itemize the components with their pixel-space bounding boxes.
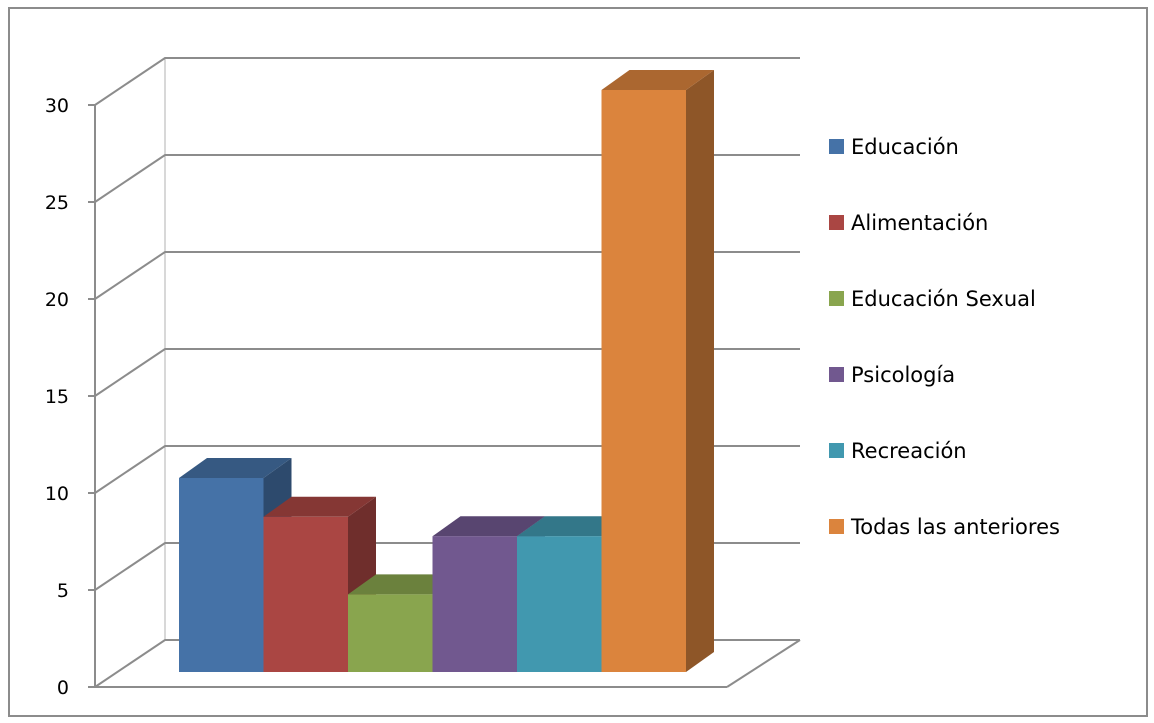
bar-top bbox=[179, 458, 292, 478]
gridline bbox=[94, 57, 800, 106]
y-tick-label: 5 bbox=[57, 580, 69, 602]
legend-label: Psicología bbox=[851, 363, 955, 387]
y-axis-ticks: 0 5 10 15 20 25 30 bbox=[45, 95, 95, 699]
floor-right-edge bbox=[726, 639, 801, 688]
y-tick-label: 15 bbox=[45, 386, 69, 408]
legend-item: Recreación bbox=[829, 439, 967, 463]
legend-label: Todas las anteriores bbox=[850, 515, 1060, 539]
legend-swatch bbox=[829, 215, 844, 230]
legend-label: Alimentación bbox=[851, 211, 988, 235]
legend-label: Educación Sexual bbox=[851, 287, 1036, 311]
bar-front bbox=[348, 594, 433, 672]
legend-item: Alimentación bbox=[829, 211, 988, 235]
y-tick-label: 30 bbox=[45, 95, 69, 117]
y-tick-label: 10 bbox=[45, 483, 69, 505]
y-tick-label: 0 bbox=[57, 677, 69, 699]
bar-top bbox=[601, 70, 714, 90]
bar-front bbox=[432, 536, 517, 672]
gridline bbox=[94, 154, 800, 203]
bar-top bbox=[432, 516, 545, 537]
legend-swatch bbox=[829, 443, 844, 458]
y-tick-label: 20 bbox=[45, 289, 69, 311]
legend-item: Psicología bbox=[829, 363, 955, 387]
legend-swatch bbox=[829, 519, 844, 534]
bars bbox=[179, 70, 714, 672]
legend-swatch bbox=[829, 291, 844, 306]
gridline bbox=[94, 348, 800, 397]
bar-front bbox=[179, 478, 264, 672]
bar-front bbox=[601, 90, 686, 672]
bar-front bbox=[263, 516, 348, 672]
bar-side bbox=[686, 70, 714, 672]
legend-label: Recreación bbox=[851, 439, 967, 463]
bar-top bbox=[348, 574, 461, 595]
legend-swatch bbox=[829, 139, 844, 154]
legend-label: Educación bbox=[851, 135, 959, 159]
bar-top bbox=[263, 496, 376, 517]
legend: Educación Alimentación Educación Sexual Psi… bbox=[829, 135, 1060, 539]
legend-item: Todas las anteriores bbox=[829, 515, 1060, 539]
legend-swatch bbox=[829, 367, 844, 382]
legend-item: Educación Sexual bbox=[829, 287, 1036, 311]
bar bbox=[601, 70, 714, 672]
legend-item: Educación bbox=[829, 135, 959, 159]
bar-top bbox=[517, 516, 630, 537]
y-tick-label: 25 bbox=[45, 192, 69, 214]
gridline bbox=[94, 251, 800, 300]
gridline bbox=[94, 445, 800, 494]
bar-front bbox=[517, 536, 602, 672]
